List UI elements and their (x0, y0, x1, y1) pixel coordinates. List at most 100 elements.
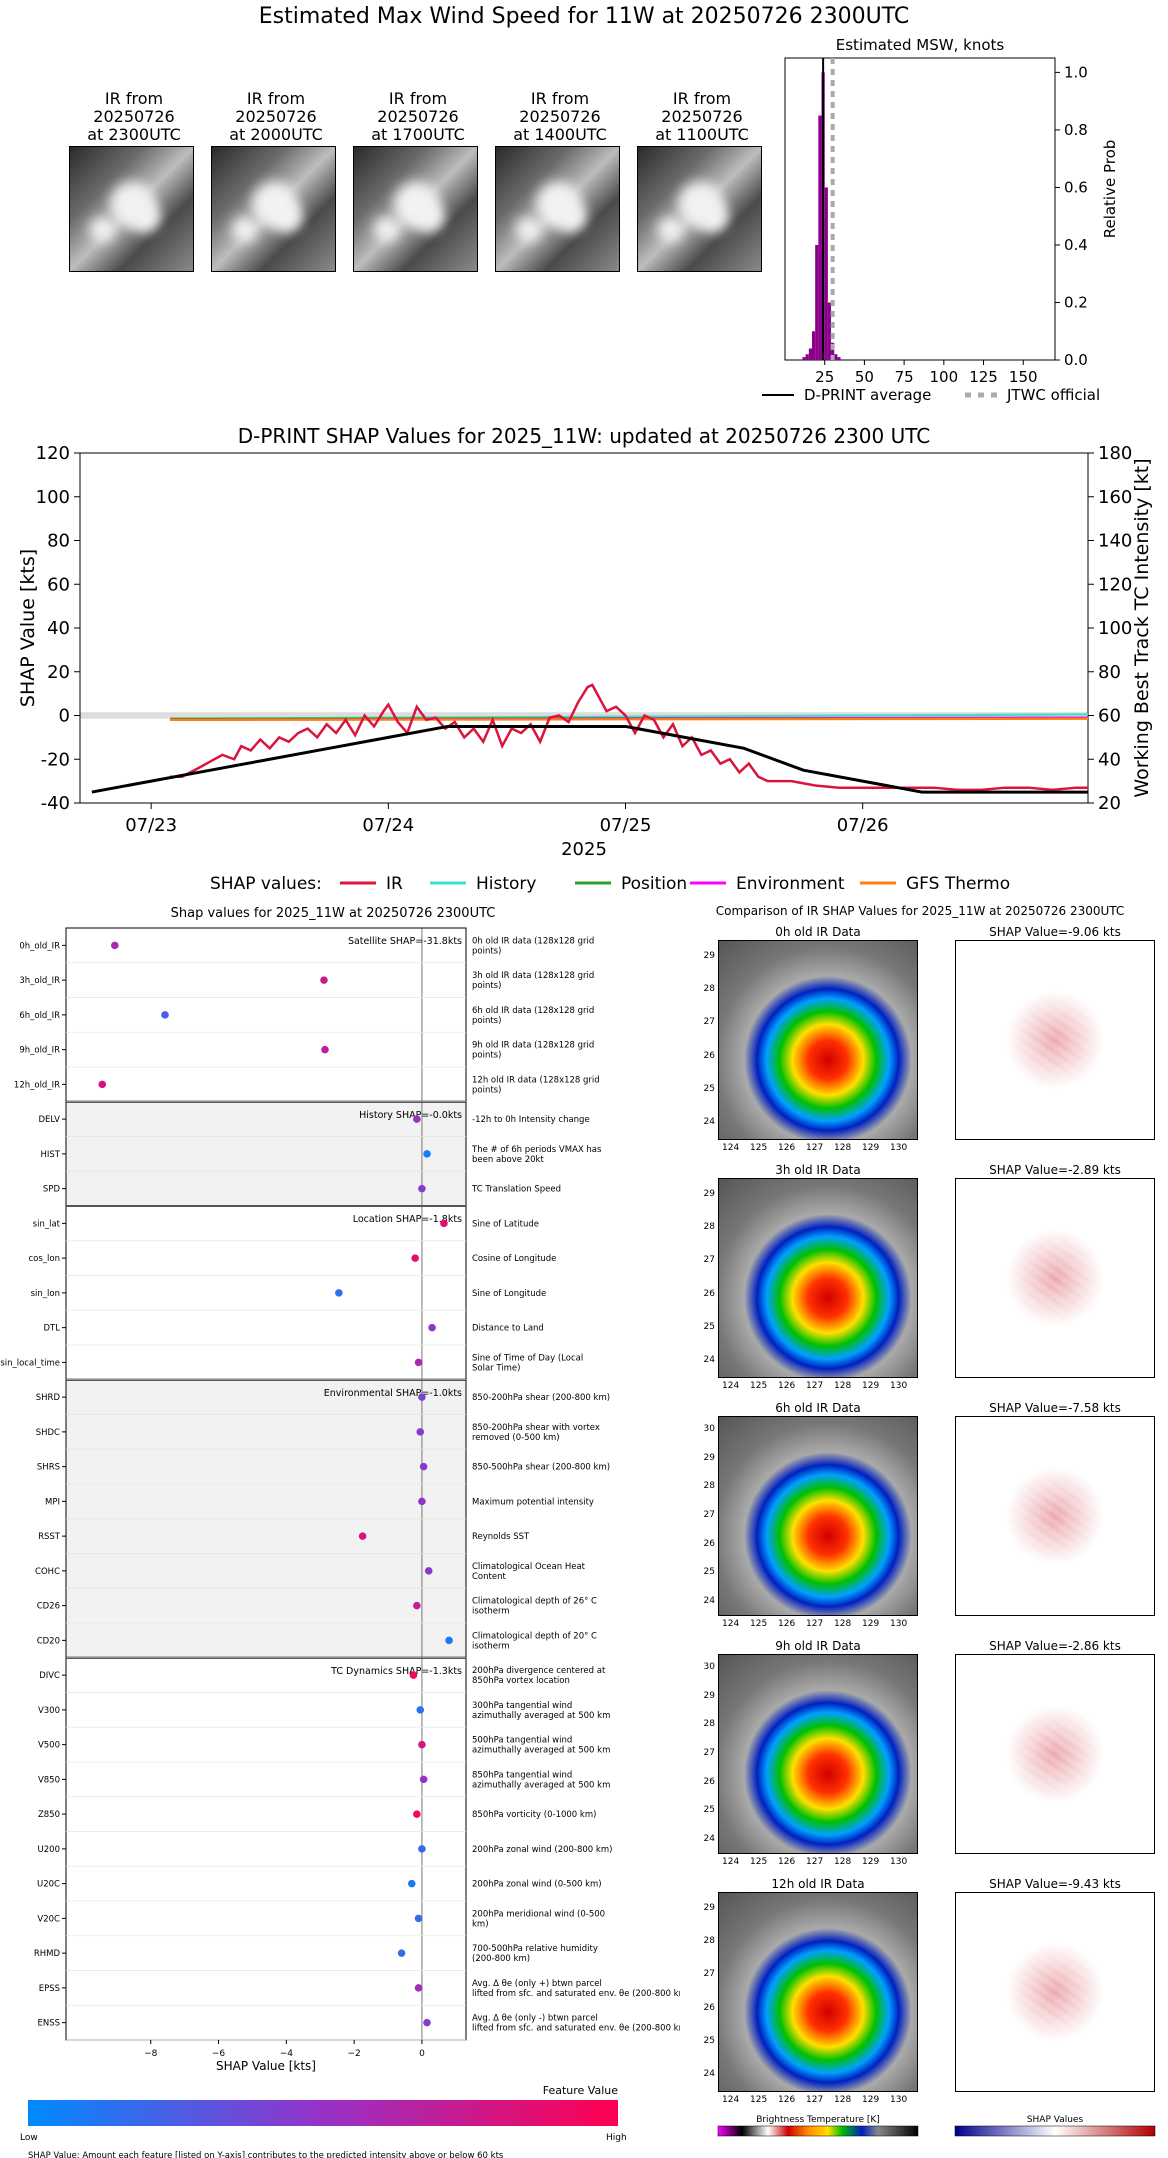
bt-colorbar-label: Brightness Temperature [K] (756, 2115, 880, 2125)
ir-caption-line: at 2000UTC (229, 125, 323, 144)
cloud-blob (272, 202, 302, 232)
feature-desc: 3h old IR data (128x128 grid (472, 971, 594, 981)
ytick-left-label: 120 (36, 443, 70, 464)
cloud-blob (414, 202, 444, 232)
ytick-right-label: 20 (1098, 793, 1121, 814)
feature-point (161, 1011, 169, 1019)
feature-point (445, 1636, 453, 1645)
lat-tick-label: 26 (703, 1538, 715, 1549)
ir-caption-line: IR from (530, 89, 590, 108)
cloud-blob (516, 217, 541, 242)
sv-colorbar-label: SHAP Values (1027, 2115, 1084, 2125)
lat-tick-label: 27 (703, 1255, 715, 1266)
cloud-blob (90, 217, 115, 242)
feature-desc: removed (0-500 km) (472, 1433, 560, 1443)
lat-tick-label: 30 (703, 1424, 715, 1435)
feature-desc: 500hPa tangential wind (472, 1736, 572, 1746)
group-label: History SHAP=-0.0kts (359, 1110, 462, 1121)
lon-tick-label: 124 (722, 2095, 740, 2105)
feature-value-colorbar (28, 2100, 618, 2126)
lon-tick-label: 129 (862, 1381, 880, 1391)
feature-desc: lifted from sfc. and saturated env. θe (… (472, 2024, 680, 2034)
lon-tick-label: 128 (834, 1857, 852, 1867)
lon-tick-label: 126 (778, 2095, 796, 2105)
features-xtick-label: −2 (347, 2049, 360, 2059)
histogram-bar (827, 302, 832, 360)
feature-shap-chart: Shap values for 2025_11W at 20250726 230… (0, 906, 680, 2158)
legend-label: History (476, 874, 536, 894)
feature-desc: Solar Time) (472, 1363, 520, 1373)
ir-caption-line: 20250726 (519, 107, 601, 126)
histogram-ytick-label: 0.0 (1064, 351, 1088, 369)
feature-desc: Sine of Longitude (472, 1289, 546, 1299)
feature-desc: isotherm (472, 1607, 510, 1617)
ir-thumbnail (637, 146, 762, 272)
feature-name: HIST (41, 1150, 61, 1160)
feature-name: SPD (43, 1185, 61, 1195)
feature-point (418, 1393, 426, 1401)
ytick-left-label: 20 (47, 662, 70, 683)
feature-name: CD26 (37, 1602, 60, 1612)
shap-map-title: SHAP Value=-2.86 kts (989, 1639, 1121, 1653)
feature-desc: km) (472, 1919, 489, 1929)
lat-tick-label: 30 (703, 1662, 715, 1673)
feature-name: SHRS (37, 1463, 60, 1473)
feature-desc: 200hPa divergence centered at (472, 1666, 606, 1676)
feature-desc: Maximum potential intensity (472, 1497, 594, 1507)
lat-tick-label: 28 (703, 1936, 715, 1946)
lat-tick-label: 25 (703, 1322, 715, 1332)
feature-name: 12h_old_IR (14, 1080, 60, 1090)
feature-desc: -12h to 0h Intensity change (472, 1115, 590, 1125)
ir-caption-line: at 2300UTC (87, 125, 181, 144)
histogram-ytick-label: 0.8 (1064, 121, 1088, 139)
page-title: Estimated Max Wind Speed for 11W at 2025… (258, 4, 910, 29)
feature-desc: points) (472, 946, 501, 956)
lon-tick-label: 128 (834, 1619, 852, 1629)
ir-map-title: 6h old IR Data (775, 1401, 861, 1415)
feature-point (358, 1532, 367, 1540)
feature-point (413, 1810, 421, 1818)
lat-tick-label: 27 (703, 1969, 715, 1980)
feature-name: SHRD (36, 1393, 61, 1403)
lat-tick-label: 28 (703, 1222, 715, 1232)
lon-tick-label: 125 (750, 1381, 768, 1391)
feature-group-bg (66, 928, 466, 1102)
feature-group-bg (66, 1657, 466, 2040)
ytick-left-label: 100 (36, 487, 70, 508)
series-line-ir (170, 683, 1088, 792)
feature-desc: 850-200hPa shear with vortex (472, 1423, 600, 1433)
legend-label: Position (621, 874, 687, 894)
features-xtick-label: 0 (419, 2049, 425, 2059)
ir-caption-line: IR from (246, 89, 306, 108)
feature-name: sin_lon (31, 1289, 60, 1299)
ytick-left-label: 0 (59, 706, 70, 727)
feature-name: 3h_old_IR (19, 976, 60, 986)
feature-name: 6h_old_IR (19, 1011, 60, 1021)
feature-point (407, 1879, 416, 1888)
feature-point (418, 1740, 426, 1749)
ir-brightness-map (718, 1892, 918, 2092)
colorbar-title: Feature Value (543, 2084, 619, 2097)
timeseries-ylabel-left: SHAP Value [kts] (17, 549, 39, 707)
feature-point (413, 1601, 421, 1610)
feature-desc: Climatological Ocean Heat (472, 1562, 586, 1572)
feature-point (413, 1115, 421, 1123)
feature-name: CD20 (37, 1636, 60, 1646)
feature-desc: Reynolds SST (472, 1532, 530, 1542)
lat-tick-label: 26 (703, 1050, 715, 1061)
histogram-ytick-label: 0.2 (1064, 293, 1088, 311)
lon-tick-label: 126 (778, 1857, 796, 1867)
lon-tick-label: 130 (890, 1619, 908, 1629)
feature-point (111, 941, 119, 950)
feature-point (321, 1045, 329, 1054)
shap-map-title: SHAP Value=-9.43 kts (989, 1877, 1121, 1891)
feature-point (419, 1775, 428, 1784)
ytick-left-label: 40 (47, 618, 70, 639)
lon-tick-label: 124 (722, 1857, 740, 1867)
histogram-bar (805, 354, 809, 360)
feature-desc: azimuthally averaged at 500 km (472, 1780, 610, 1790)
lon-tick-label: 124 (722, 1381, 740, 1391)
cloud-blob (556, 202, 586, 232)
histogram-bar (802, 357, 806, 360)
lon-tick-label: 127 (806, 1619, 824, 1629)
